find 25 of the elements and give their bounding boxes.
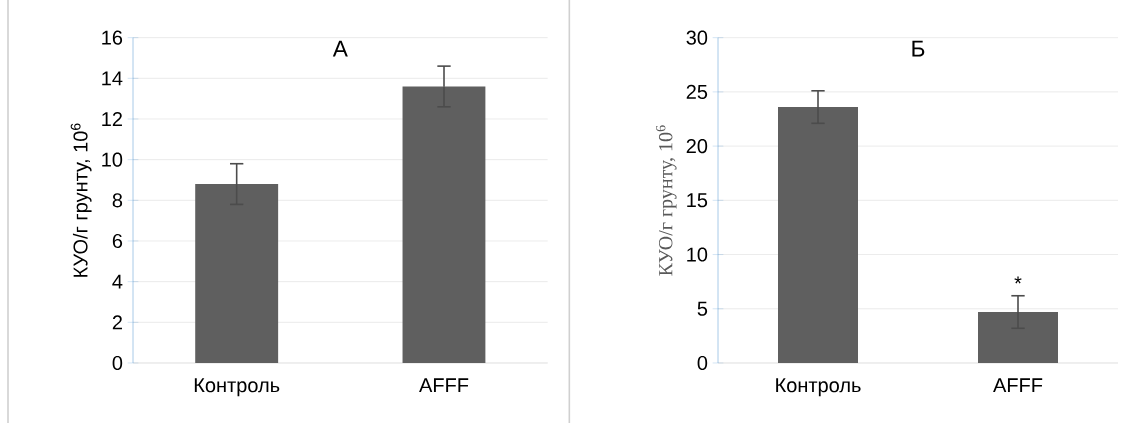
y-tick-label: 0 [112, 355, 123, 371]
y-axis-title: КУО/г грунту, 10$^{6}$ [656, 125, 677, 276]
chart-title: А [332, 40, 348, 57]
x-tick-label: AFFF [419, 378, 469, 393]
y-tick-label: 4 [112, 274, 123, 289]
y-tick-label: 6 [112, 233, 123, 249]
y-tick-label: 25 [686, 84, 708, 99]
y-tick-label: 16 [102, 30, 123, 45]
x-tick-label: Контроль [776, 378, 861, 397]
x-tick-label: Контроль [194, 378, 280, 397]
chart-title: Б [912, 40, 925, 57]
y-tick-label: 0 [697, 355, 708, 371]
y-axis-title: КУО/г грунту, 10$^{6}$ [70, 123, 92, 277]
y-tick-label: 5 [697, 301, 708, 316]
y-tick-label: 10 [102, 152, 123, 167]
annotation: * [1014, 276, 1022, 284]
y-tick-label: 20 [686, 139, 708, 154]
y-tick-label: 12 [102, 112, 122, 126]
x-tick-label: AFFF [993, 378, 1043, 393]
y-tick-label: 10 [687, 247, 708, 262]
y-tick-label: 30 [686, 30, 708, 45]
y-tick-label: 15 [687, 193, 708, 208]
y-tick-label: 14 [102, 71, 123, 86]
y-tick-label: 2 [112, 315, 122, 330]
y-tick-label: 8 [112, 193, 123, 208]
